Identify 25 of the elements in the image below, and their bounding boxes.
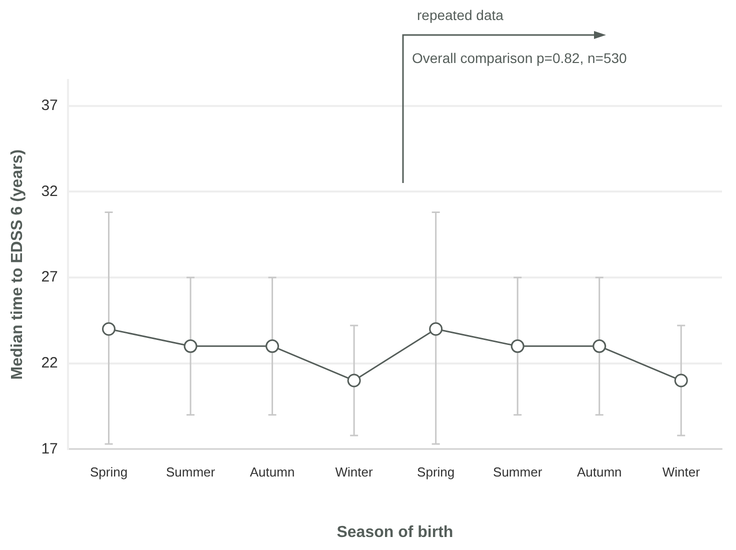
point bbox=[429, 322, 443, 336]
x-tick-label: Autumn bbox=[250, 464, 295, 480]
y-tick-label: 17 bbox=[41, 440, 58, 458]
x-tick-label: Summer bbox=[493, 464, 543, 480]
x-tick-label: Spring bbox=[90, 464, 128, 480]
point bbox=[674, 374, 688, 388]
point bbox=[266, 339, 280, 353]
y-axis-title: Median time to EDSS 6 (years) bbox=[9, 149, 26, 380]
point bbox=[184, 339, 198, 353]
y-tick-label: 27 bbox=[41, 268, 58, 286]
x-tick-label: Autumn bbox=[576, 464, 622, 480]
text: Overall comparison p=0.82, n=530 bbox=[412, 50, 628, 66]
point bbox=[347, 374, 361, 388]
x-tick-label: Spring bbox=[417, 464, 455, 480]
point bbox=[510, 339, 524, 353]
x-tick-label: Winter bbox=[662, 464, 701, 480]
x-axis-title: Season of birth bbox=[336, 524, 454, 541]
y-tick-label: 37 bbox=[41, 96, 58, 114]
point bbox=[592, 339, 606, 353]
point bbox=[102, 322, 116, 336]
text: repeated data bbox=[417, 7, 504, 23]
y-tick-label: 22 bbox=[41, 354, 58, 372]
y-tick-label: 32 bbox=[41, 182, 58, 200]
x-tick-label: Winter bbox=[335, 464, 374, 480]
x-tick-label: Summer bbox=[166, 464, 216, 480]
